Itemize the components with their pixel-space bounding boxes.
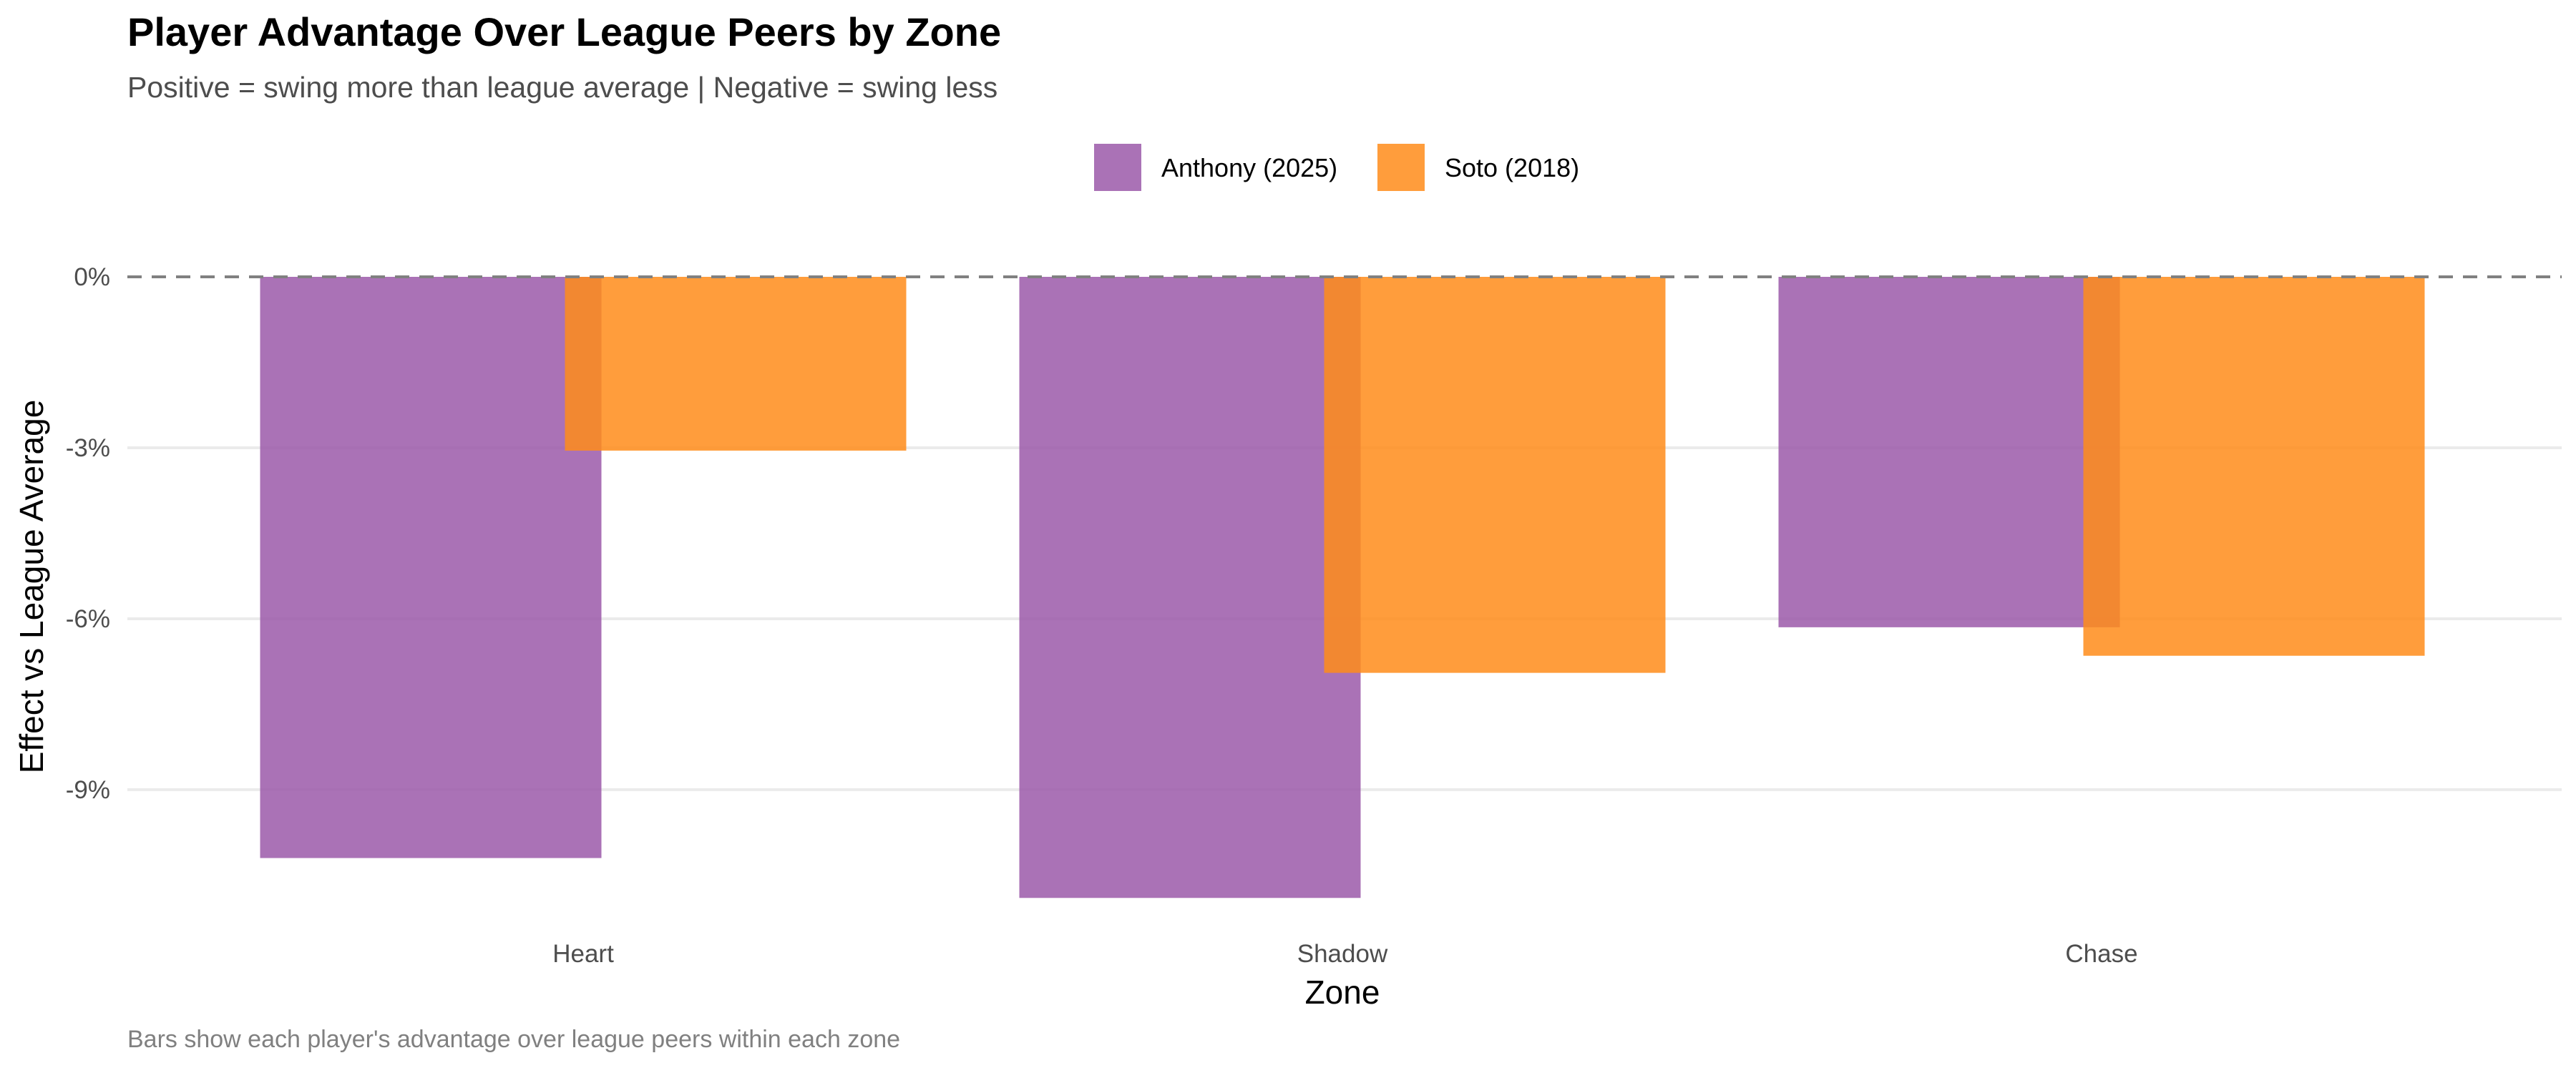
legend: Anthony (2025) Soto (2018) — [1094, 144, 1579, 191]
bar-heart-1 — [565, 277, 907, 451]
bars — [260, 277, 2425, 898]
bar-heart-0 — [260, 277, 602, 858]
y-axis-title: Effect vs League Average — [13, 400, 50, 774]
chart-caption: Bars show each player's advantage over l… — [127, 1026, 900, 1053]
chart-title: Player Advantage Over League Peers by Zo… — [127, 9, 1001, 54]
y-tick-label: -9% — [66, 776, 110, 804]
x-tick-label: Heart — [552, 940, 614, 968]
x-axis-title: Zone — [1305, 974, 1380, 1011]
x-tick-label: Shadow — [1297, 940, 1388, 968]
y-tick-label: -3% — [66, 434, 110, 462]
bar-chase-0 — [1778, 277, 2120, 627]
x-tick-label: Chase — [2065, 940, 2137, 968]
y-axis-ticks: 0% -3% -6% -9% — [66, 263, 110, 804]
legend-swatch — [1377, 144, 1425, 191]
y-tick-label: 0% — [74, 263, 110, 291]
bar-shadow-0 — [1019, 277, 1361, 898]
x-axis-ticks: Heart Shadow Chase — [552, 940, 2137, 968]
bar-shadow-1 — [1324, 277, 1666, 673]
chart-subtitle: Positive = swing more than league averag… — [127, 71, 997, 104]
y-tick-label: -6% — [66, 605, 110, 633]
bar-chase-1 — [2083, 277, 2425, 656]
legend-label: Soto (2018) — [1445, 153, 1579, 182]
legend-swatch — [1094, 144, 1141, 191]
legend-label: Anthony (2025) — [1161, 153, 1337, 182]
